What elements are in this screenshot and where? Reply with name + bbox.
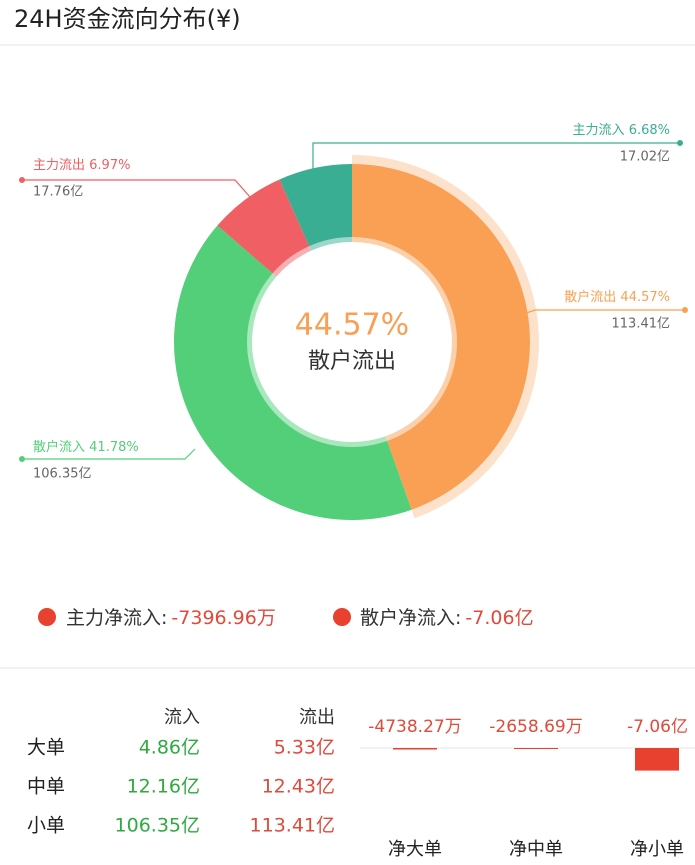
segment-label: 散户流出 44.57% <box>564 289 670 305</box>
net-value: -4738.27万 <box>368 717 461 737</box>
row-label: 大单 <box>27 737 65 759</box>
summary-value: -7396.96万 <box>171 607 275 629</box>
inflow: 12.16亿 <box>127 776 200 798</box>
leader-dot <box>19 456 25 462</box>
segment-name: 主力流入 <box>573 123 625 138</box>
segment-label: 主力流入 6.68% <box>573 123 670 138</box>
leader-dot <box>682 307 688 313</box>
segment-name: 散户流出 <box>564 289 616 305</box>
donut-segment <box>279 164 352 251</box>
column-header: 流入 <box>164 707 200 728</box>
leader-dot <box>677 140 683 146</box>
leader-dot <box>19 177 25 183</box>
leader-line <box>511 309 685 319</box>
outflow: 12.43亿 <box>262 776 335 798</box>
outflow: 5.33亿 <box>274 737 335 759</box>
segment-label: 主力流出 6.97% <box>33 158 130 173</box>
column-header: 流出 <box>299 707 335 728</box>
net-bar <box>514 748 558 749</box>
segment-percent: 41.78% <box>89 440 139 455</box>
leader-line <box>22 179 251 198</box>
donut-segment <box>217 179 312 277</box>
segment-name: 主力流出 <box>33 158 85 173</box>
outflow: 113.41亿 <box>250 815 335 837</box>
summary-label: 散户净流入: <box>360 607 461 629</box>
net-category: 净大单 <box>388 839 442 860</box>
center-value: 44.57% <box>295 308 409 343</box>
net-category: 净小单 <box>630 839 684 860</box>
net-value: -7.06亿 <box>627 717 688 737</box>
net-category: 净中单 <box>509 839 563 860</box>
summary-label: 主力净流入: <box>66 607 167 629</box>
segment-amount: 17.76亿 <box>33 185 83 200</box>
summary-text: 主力净流入: -7396.96万 <box>66 607 276 629</box>
summary-dot <box>333 608 351 626</box>
segment-percent: 6.97% <box>89 158 130 173</box>
title: 24H资金流向分布(¥) <box>14 5 241 33</box>
leader-line <box>22 448 196 460</box>
summary-text: 散户净流入: -7.06亿 <box>360 607 534 629</box>
net-bar <box>393 748 437 750</box>
summary-dot <box>38 608 56 626</box>
summary-value: -7.06亿 <box>465 607 533 629</box>
leader-line <box>312 142 680 170</box>
segment-amount: 113.41亿 <box>612 317 671 332</box>
net-value: -2658.69万 <box>489 717 582 737</box>
center-label: 散户流出 <box>308 349 396 374</box>
segment-percent: 44.57% <box>620 290 670 305</box>
row-label: 小单 <box>27 815 65 837</box>
inflow: 106.35亿 <box>115 815 200 837</box>
segment-amount: 106.35亿 <box>33 467 92 482</box>
inner-ring <box>247 237 457 447</box>
net-bar <box>635 748 679 771</box>
segment-name: 散户流入 <box>33 439 85 455</box>
inflow: 4.86亿 <box>139 737 200 759</box>
segment-label: 散户流入 41.78% <box>33 439 139 455</box>
row-label: 中单 <box>27 776 65 798</box>
segment-percent: 6.68% <box>629 123 670 138</box>
segment-amount: 17.02亿 <box>620 150 670 165</box>
